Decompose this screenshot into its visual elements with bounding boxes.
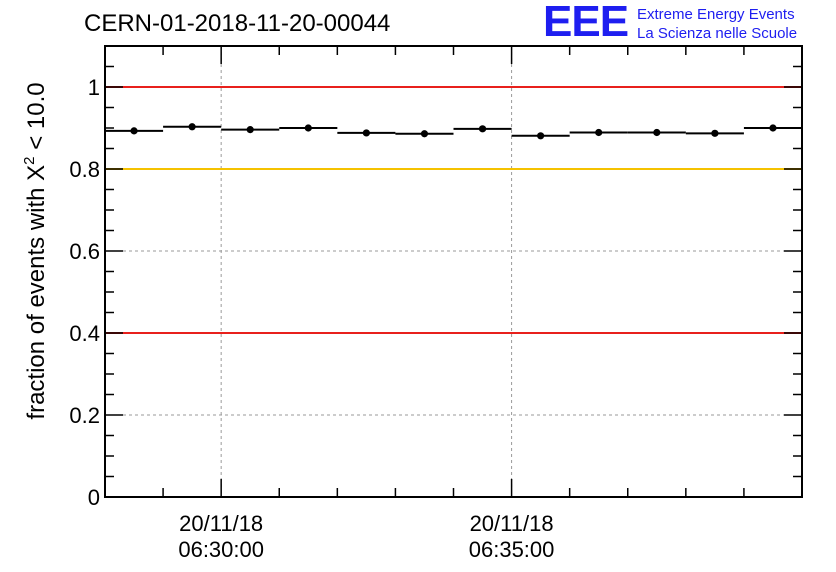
y-tick-label: 0.8 (69, 157, 100, 182)
y-axis-label-prefix: fraction of events with X (23, 165, 50, 420)
data-point (595, 128, 603, 137)
x-tick-label-time: 06:30:00 (178, 537, 264, 562)
y-tick-label: 1 (88, 75, 100, 100)
x-tick-label-time: 06:35:00 (469, 537, 555, 562)
data-point (769, 124, 777, 132)
y-tick-label: 0.2 (69, 403, 100, 428)
logo-mark: EEE (543, 0, 629, 46)
logo-line-1: Extreme Energy Events (637, 6, 795, 23)
data-point (304, 124, 312, 132)
data-series (105, 123, 802, 140)
plot-title: CERN-01-2018-11-20-00044 (84, 10, 391, 37)
y-axis-label-sup: 2 (21, 156, 38, 164)
eee-logo: EEE Extreme Energy Events La Scienza nel… (543, 0, 833, 46)
x-tick-label-date: 20/11/18 (179, 511, 263, 536)
grid-layer (105, 46, 802, 497)
data-point (130, 127, 138, 135)
y-tick-label: 0.6 (69, 239, 100, 264)
data-point (653, 128, 661, 137)
data-point (246, 126, 254, 134)
y-tick-label: 0 (88, 485, 100, 510)
logo-line-2: La Scienza nelle Scuole (637, 25, 798, 42)
y-axis-label: fraction of events with X2 < 10.0 (21, 82, 50, 419)
axes (104, 45, 803, 498)
y-tick-label: 0.4 (69, 321, 100, 346)
data-point (478, 125, 487, 133)
plot-frame (104, 45, 803, 498)
data-point (537, 132, 545, 140)
x-tick-label-date: 20/11/18 (470, 511, 554, 536)
y-axis-label-suffix: < 10.0 (23, 82, 50, 156)
data-point (711, 129, 719, 137)
tick-labels: 00.20.40.60.8120/11/1806:30:0020/11/1806… (69, 75, 554, 562)
data-point (362, 129, 370, 137)
data-point (420, 130, 429, 138)
logo-text: Extreme Energy Events La Scienza nelle S… (637, 5, 797, 43)
data-point (188, 123, 196, 131)
reference-lines (105, 86, 802, 334)
